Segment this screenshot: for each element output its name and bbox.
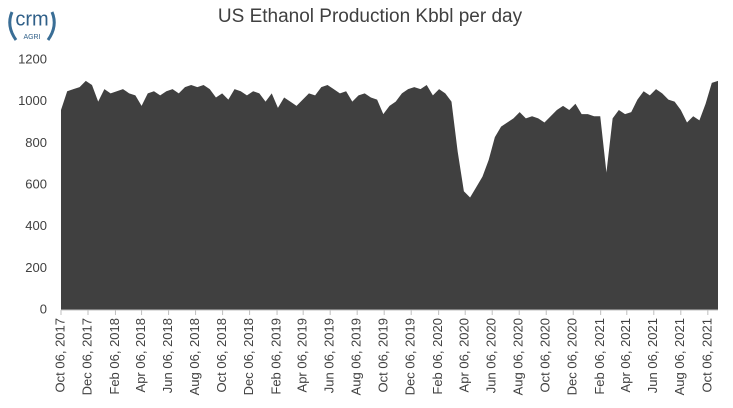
x-tick-label: Oct 06, 2020 (538, 318, 553, 392)
x-tick-label: Feb 06, 2021 (592, 318, 607, 395)
y-tick-label: 600 (25, 176, 47, 191)
x-tick-label: Oct 06, 2019 (376, 318, 391, 392)
x-tick-label: Apr 06, 2019 (295, 318, 310, 392)
x-tick-label: Oct 06, 2018 (214, 318, 229, 392)
x-tick-label: Dec 06, 2018 (241, 318, 256, 395)
logo-leaves (8, 11, 56, 41)
area (61, 80, 718, 310)
y-tick-label: 0 (40, 301, 47, 316)
x-tick-label: Feb 06, 2018 (107, 318, 122, 395)
x-tick-label: Jun 06, 2021 (645, 318, 660, 393)
x-tick-label: Oct 06, 2021 (699, 318, 714, 392)
x-tick-label: Oct 06, 2017 (52, 318, 67, 392)
x-tick-label: Dec 06, 2020 (565, 318, 580, 395)
x-tick-label: Aug 06, 2019 (349, 318, 364, 395)
y-tick-label: 1200 (18, 51, 47, 66)
x-tick-label: Aug 06, 2018 (187, 318, 202, 395)
x-tick-label: Apr 06, 2018 (133, 318, 148, 392)
x-tick-label: Jun 06, 2020 (484, 318, 499, 393)
x-tick-label: Jun 06, 2018 (160, 318, 175, 393)
logo: crm AGRI (8, 8, 56, 41)
chart-title: US Ethanol Production Kbbl per day (218, 6, 523, 27)
y-tick-label: 1000 (18, 93, 47, 108)
x-tick-label: Jun 06, 2019 (322, 318, 337, 393)
logo-name: crm (15, 8, 48, 30)
x-tick-label: Apr 06, 2020 (457, 318, 472, 392)
y-tick-label: 800 (25, 135, 47, 150)
x-tick-label: Dec 06, 2019 (403, 318, 418, 395)
x-tick-label: Aug 06, 2021 (672, 318, 687, 395)
x-tick-label: Feb 06, 2019 (268, 318, 283, 395)
x-tick-label: Aug 06, 2020 (511, 318, 526, 395)
x-tick-label: Dec 06, 2017 (79, 318, 94, 395)
x-tick-label: Feb 06, 2020 (430, 318, 445, 395)
y-tick-label: 400 (25, 218, 47, 233)
x-tick-label: Apr 06, 2021 (618, 318, 633, 392)
y-tick-label: 200 (25, 260, 47, 275)
logo-tagline: AGRI (23, 34, 40, 41)
